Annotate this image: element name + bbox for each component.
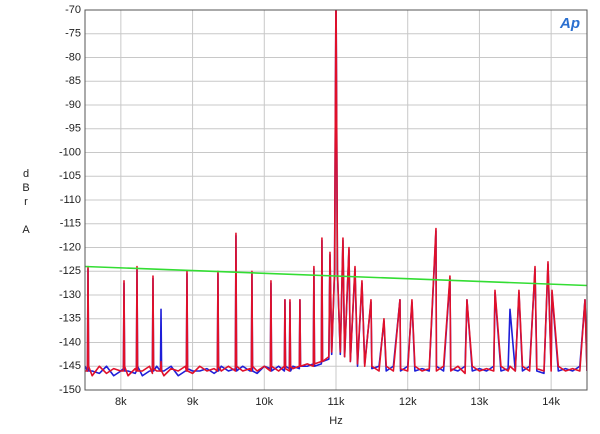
plot-border: [84, 9, 588, 391]
y-tick-label: -95: [65, 123, 81, 135]
y-tick-label: -115: [60, 218, 81, 230]
series-line: [85, 10, 587, 377]
y-tick-label: -105: [59, 170, 81, 182]
x-tick-label: 14k: [542, 396, 560, 408]
y-tick-label: -80: [65, 51, 81, 63]
y-tick-label: -135: [59, 313, 81, 325]
y-tick-label: -100: [59, 146, 81, 158]
logo: Ap: [559, 15, 580, 32]
y-tick-label: -70: [65, 4, 81, 16]
y-tick-label: -90: [65, 99, 81, 111]
x-axis-label: Hz: [329, 415, 342, 427]
y-tick-label: -130: [59, 289, 81, 301]
y-tick-label: -140: [59, 336, 81, 348]
y-tick-label: -125: [59, 265, 81, 277]
y-axis-label: dBr A: [20, 168, 32, 238]
y-tick-label: -120: [59, 241, 81, 253]
y-tick-label: -145: [59, 360, 81, 372]
x-tick-label: 12k: [399, 396, 417, 408]
y-tick-label: -75: [65, 28, 81, 40]
x-tick-label: 8k: [115, 396, 127, 408]
x-tick-label: 9k: [187, 396, 199, 408]
x-tick-label: 11k: [328, 396, 345, 408]
y-tick-label: -85: [65, 75, 81, 87]
y-tick-label: -110: [60, 194, 81, 206]
series-line: [85, 265, 587, 287]
x-tick-label: 10k: [255, 396, 273, 408]
x-tick-label: 13k: [471, 396, 489, 408]
series-line: [85, 10, 587, 377]
y-tick-label: -150: [59, 384, 81, 396]
